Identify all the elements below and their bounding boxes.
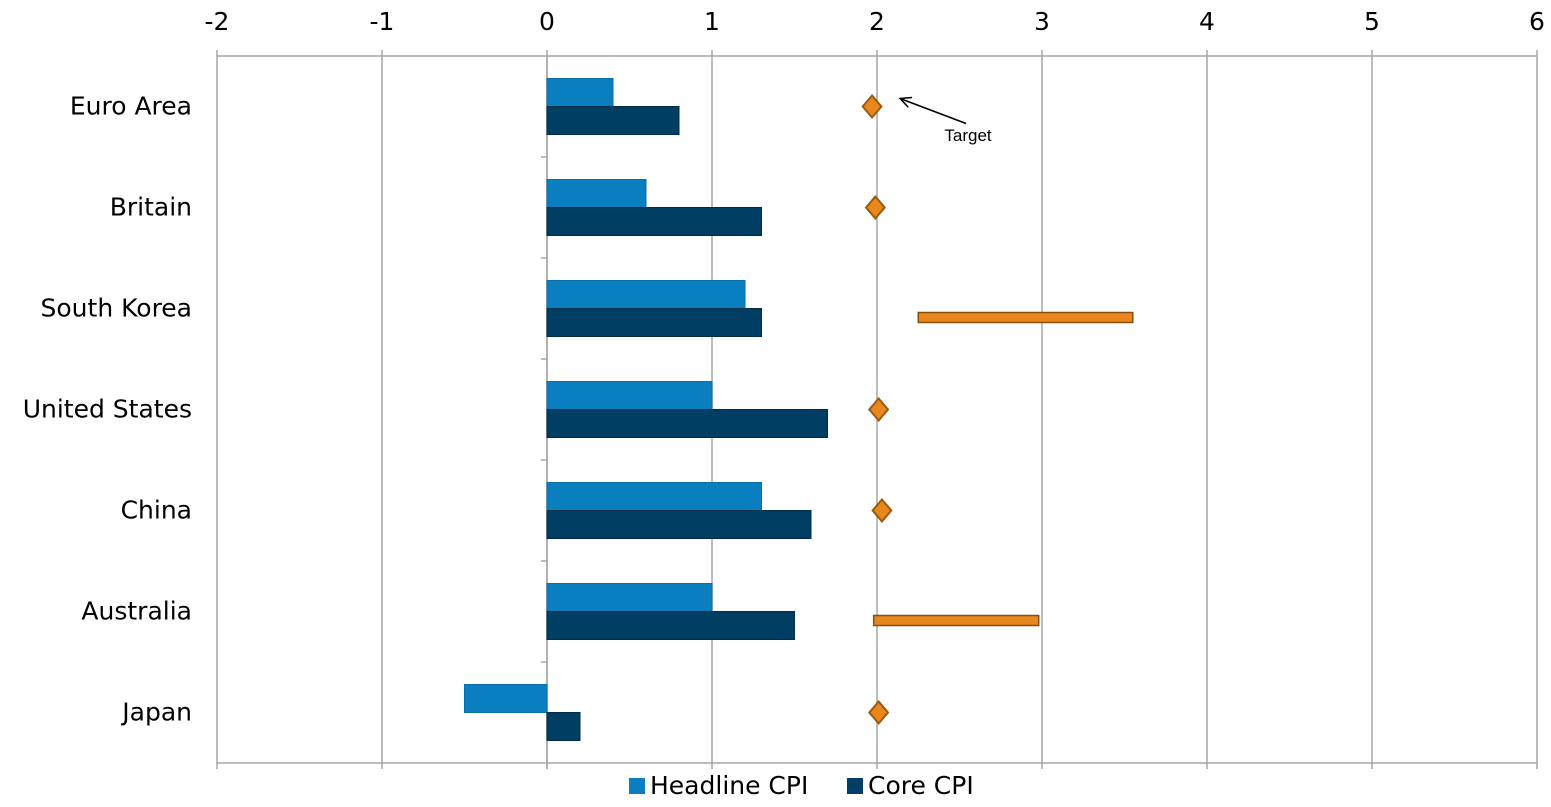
x-tick-label: -1 [370,7,395,36]
core-cpi-bar [546,510,812,539]
x-tick-label: 6 [1529,7,1545,36]
target-annotation: Target [898,96,992,145]
inflation-targets [861,93,1134,726]
core-cpi-bar [546,611,795,640]
bars [464,78,828,741]
legend-swatch [629,778,645,794]
headline-cpi-bar [546,179,647,208]
x-tick-label: 1 [704,7,720,36]
headline-cpi-bar [546,482,762,511]
core-cpi-bar [546,409,828,438]
category-label: Euro Area [70,92,192,121]
headline-cpi-bar [546,583,713,612]
target-diamond-marker [867,396,890,423]
category-label: United States [23,395,192,424]
category-label: Australia [81,597,192,626]
x-tick-label: 0 [539,7,555,36]
core-cpi-bar [546,712,581,741]
target-diamond-marker [867,699,890,726]
target-diamond-marker [864,194,887,221]
x-tick-label: 3 [1034,7,1050,36]
legend-label: Headline CPI [650,771,808,800]
x-tick-label: 2 [869,7,885,36]
x-tick-label: 4 [1199,7,1215,36]
legend-swatch [847,778,863,794]
x-tick-label: 5 [1364,7,1380,36]
annotation-arrow-line [899,97,967,125]
target-diamond-marker [871,497,893,524]
y-axis-categories: Euro Area Britain South Korea United States… [23,92,192,727]
target-range-bar [917,311,1134,324]
x-axis-ticks: -2 -1 0 1 2 3 4 5 6 [205,7,1545,36]
headline-cpi-bar [546,280,746,309]
target-range-bar [872,614,1040,627]
annotation-label: Target [944,126,992,145]
core-cpi-bar [546,308,762,337]
category-label: Japan [120,698,192,727]
headline-cpi-bar [546,78,614,107]
headline-cpi-bar [464,684,548,713]
legend: Headline CPI Core CPI [629,771,974,800]
core-cpi-bar [546,207,762,236]
annotation-arrow-head [898,96,913,108]
core-cpi-bar [546,106,680,135]
category-label: South Korea [41,294,192,323]
category-label: China [121,496,192,525]
legend-label: Core CPI [868,771,974,800]
category-label: Britain [110,193,192,222]
x-tick-label: -2 [205,7,230,36]
headline-cpi-bar [546,381,713,410]
target-diamond-marker [861,93,883,120]
